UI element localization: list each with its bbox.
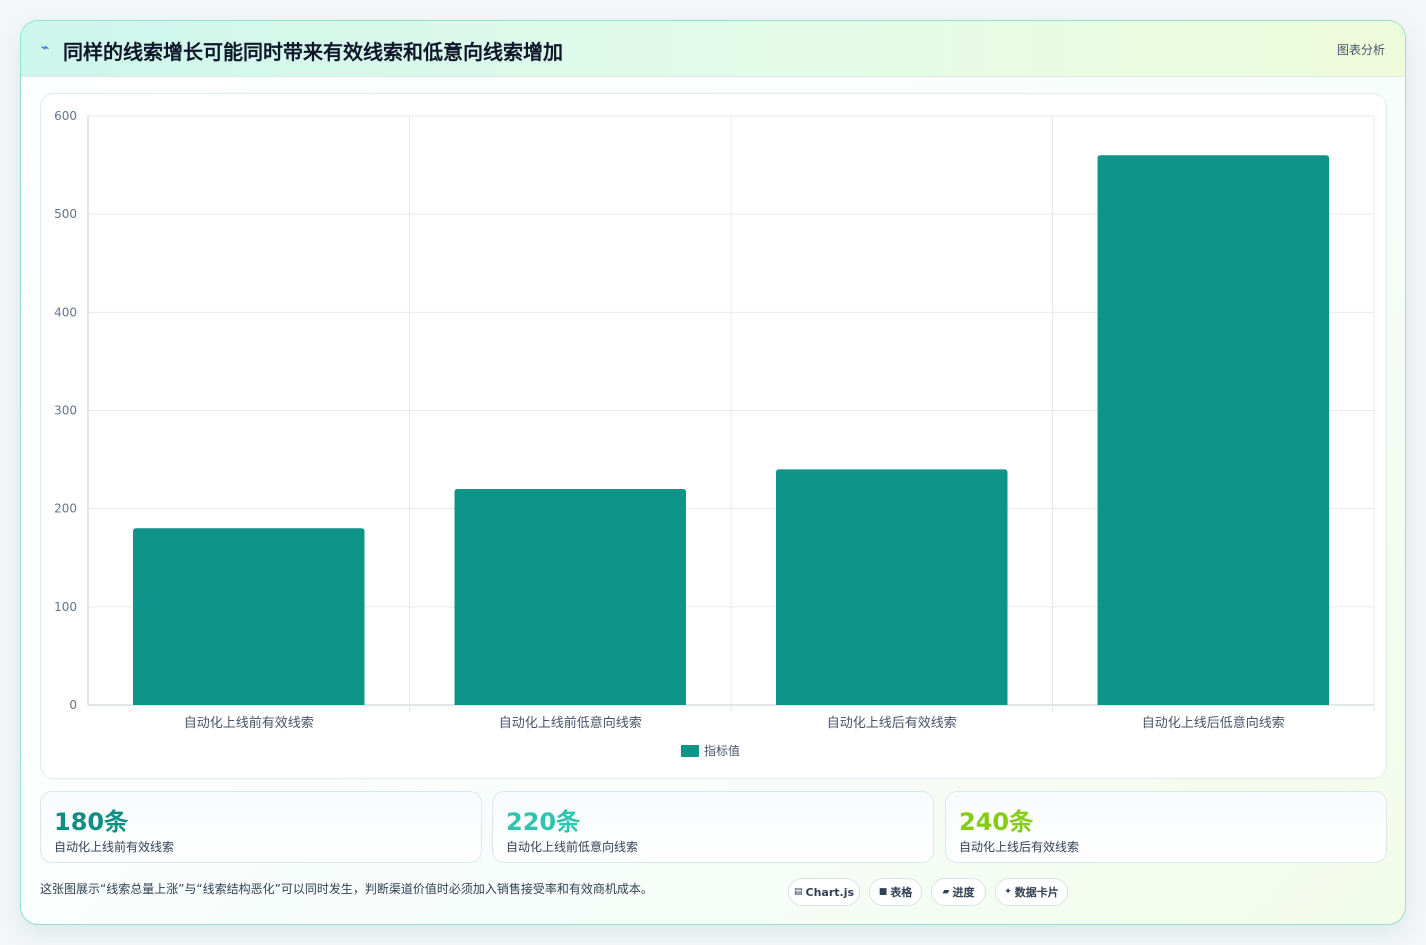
bar [776, 469, 1008, 705]
y-tick-label: 0 [69, 698, 77, 712]
stat-value: 240条 [959, 808, 1034, 836]
stat-label: 自动化上线前有效线索 [54, 840, 175, 854]
sparkline-icon: ⌁ [41, 40, 50, 56]
stat-card: 180条 自动化上线前有效线索 [40, 791, 482, 863]
y-tick-label: 600 [54, 109, 77, 123]
x-tick-label: 自动化上线后低意向线索 [1142, 715, 1285, 731]
x-tick-label: 自动化上线前低意向线索 [499, 715, 642, 731]
y-tick-label: 200 [54, 502, 77, 516]
chip-table[interactable]: ■ 表格 [869, 878, 922, 906]
chip-label: 进度 [952, 886, 975, 899]
stat-value: 180条 [54, 808, 129, 836]
page-title: 同样的线索增长可能同时带来有效线索和低意向线索增加 [63, 40, 563, 64]
bar-chart: 0 100 200 300 400 500 600 自动化上线前有效线索 自动化上线前低意向线索… [54, 109, 1375, 758]
bar [1097, 155, 1329, 705]
chip-progress[interactable]: ▰ 进度 [931, 878, 986, 906]
y-tick-label: 500 [54, 207, 77, 221]
chart-icon: ▤ [793, 887, 803, 897]
chip-label: 数据卡片 [1014, 886, 1059, 899]
stat-card: 240条 自动化上线后有效线索 [945, 791, 1387, 863]
chip-chartjs[interactable]: ▤ Chart.js [788, 878, 860, 906]
footer-note: 这张图展示“线索总量上涨”与“线索结构恶化”可以同时发生，判断渠道价值时必须加入… [40, 882, 653, 896]
chip-data-card[interactable]: ✦ 数据卡片 [995, 878, 1068, 906]
x-tick-label: 自动化上线前有效线索 [184, 715, 314, 731]
y-tick-label: 300 [54, 404, 77, 418]
chip-label: 表格 [890, 886, 913, 899]
stat-label: 自动化上线前低意向线索 [506, 840, 639, 854]
stats-row: 180条 自动化上线前有效线索 220条 自动化上线前低意向线索 240条 自动… [40, 791, 1387, 863]
card-icon: ✦ [1004, 887, 1012, 897]
stat-value: 220条 [506, 808, 581, 836]
bar [454, 489, 686, 705]
progress-icon: ▰ [942, 887, 950, 897]
legend-label: 指标值 [704, 743, 740, 758]
chip-label: Chart.js [805, 885, 855, 899]
stat-label: 自动化上线后有效线索 [959, 840, 1080, 854]
y-tick-label: 400 [54, 305, 77, 319]
x-tick-label: 自动化上线后有效线索 [827, 716, 957, 731]
stat-card: 220条 自动化上线前低意向线索 [492, 791, 934, 863]
table-icon: ■ [878, 887, 888, 897]
bar [133, 528, 365, 705]
y-tick-label: 100 [54, 600, 77, 614]
card-header: ⌁ 同样的线索增长可能同时带来有效线索和低意向线索增加 图表分析 [21, 21, 1405, 77]
chart-card: ⌁ 同样的线索增长可能同时带来有效线索和低意向线索增加 图表分析 0 100 200… [20, 20, 1406, 925]
header-tag: 图表分析 [1336, 43, 1385, 57]
legend-swatch [681, 745, 699, 757]
chart-panel: 0 100 200 300 400 500 600 自动化上线前有效线索 自动化上线前低意向线索… [40, 93, 1387, 779]
